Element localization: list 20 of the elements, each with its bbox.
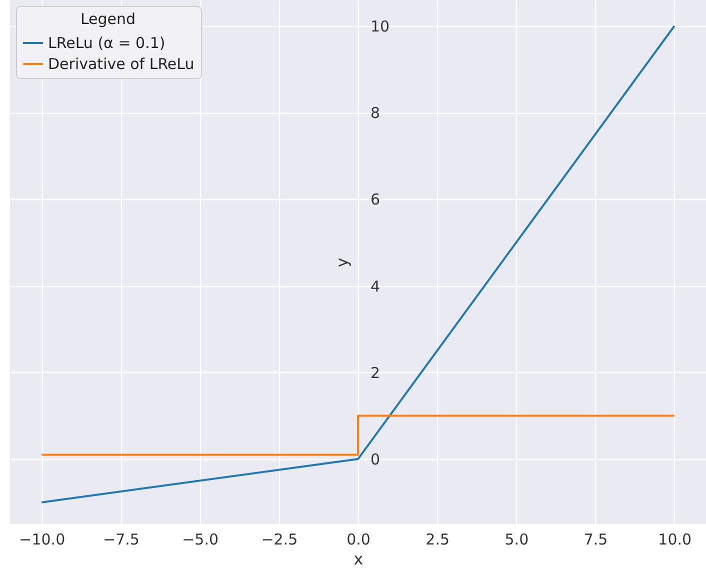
- x-tick-label: −5.0: [182, 530, 219, 548]
- y-tick-label: 8: [370, 104, 380, 122]
- x-tick-label: 0.0: [346, 530, 370, 548]
- legend-label: LReLu (α = 0.1): [48, 34, 166, 52]
- x-tick-label: 7.5: [584, 530, 608, 548]
- legend-title: Legend: [80, 10, 136, 28]
- x-tick-label: 5.0: [504, 530, 529, 548]
- x-axis-title: x: [354, 550, 364, 568]
- x-tick-label: −2.5: [261, 530, 298, 548]
- x-tick-label: −10.0: [19, 530, 66, 548]
- y-tick-label: 6: [370, 190, 380, 209]
- y-tick-label: 0: [370, 450, 380, 469]
- y-tick-label: 4: [370, 277, 380, 296]
- legend-label: Derivative of LReLu: [48, 55, 194, 73]
- y-tick-label: 10: [370, 17, 390, 36]
- x-tick-label: 10.0: [658, 530, 692, 548]
- x-tick-label: −7.5: [103, 530, 140, 548]
- y-tick-label: 2: [370, 364, 380, 382]
- x-tick-label: 2.5: [426, 530, 450, 548]
- y-axis-title: y: [332, 258, 352, 268]
